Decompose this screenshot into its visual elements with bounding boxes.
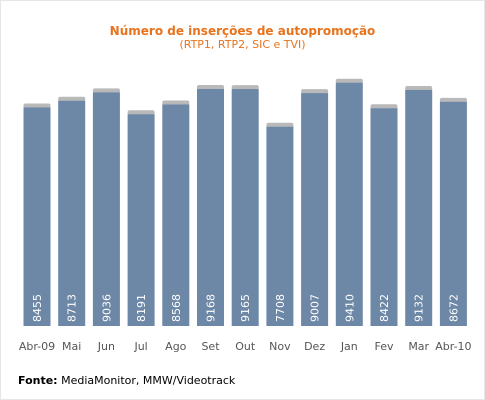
- bar-value-label-3: 8191: [135, 294, 148, 322]
- x-tick-label-8: Dez: [304, 340, 325, 353]
- bar-cap-9: [335, 78, 363, 84]
- bar-value-label-8: 9007: [309, 294, 322, 322]
- bar-value-label-7: 7708: [274, 294, 287, 322]
- x-tick-label-7: Nov: [269, 340, 291, 353]
- x-tick-label-4: Ago: [165, 340, 187, 353]
- bar-5: [197, 89, 224, 326]
- bar-0: [23, 107, 51, 326]
- x-tick-label-1: Mai: [62, 340, 81, 353]
- bar-value-label-1: 8713: [66, 294, 79, 322]
- bar-10: [370, 108, 398, 327]
- bar-9: [335, 82, 363, 327]
- bar-cap-7: [266, 122, 294, 128]
- bar-2: [92, 92, 120, 326]
- bar-value-label-6: 9165: [239, 294, 252, 322]
- bar-cap-0: [23, 103, 51, 109]
- bar-value-label-12: 8672: [447, 294, 460, 322]
- bar-cap-5: [197, 85, 224, 91]
- bar-cap-3: [127, 110, 155, 116]
- x-tick-label-9: Jan: [340, 340, 358, 353]
- bar-cap-12: [439, 97, 467, 103]
- chart-subtitle: (RTP1, RTP2, SIC e TVI): [179, 38, 306, 51]
- bar-cap-11: [405, 85, 433, 91]
- x-tick-label-3: Jul: [133, 340, 147, 353]
- x-tick-label-10: Fev: [374, 340, 393, 353]
- bar-value-label-10: 8422: [378, 294, 391, 322]
- bar-7: [266, 126, 294, 326]
- bar-3: [127, 114, 155, 326]
- bar-cap-8: [301, 89, 329, 95]
- bar-cap-4: [162, 100, 190, 106]
- x-tick-label-2: Jun: [97, 340, 115, 353]
- source-label: Fonte:: [18, 374, 58, 387]
- bar-value-label-0: 8455: [31, 294, 44, 322]
- x-tick-label-6: Out: [235, 340, 256, 353]
- bar-4: [162, 104, 190, 326]
- bar-value-label-9: 9410: [343, 294, 356, 322]
- x-tick-label-0: Abr-09: [19, 340, 55, 353]
- bar-value-label-11: 9132: [413, 294, 426, 322]
- chart-title: Número de inserções de autopromoção: [109, 24, 376, 38]
- source-note: Fonte: MediaMonitor, MMW/Videotrack: [18, 374, 235, 387]
- bar-value-label-2: 9036: [100, 294, 113, 322]
- bar-cap-6: [231, 85, 259, 91]
- bar-value-label-4: 8568: [170, 294, 183, 322]
- bar-8: [301, 93, 329, 326]
- x-tick-label-5: Set: [201, 340, 220, 353]
- bar-cap-10: [370, 104, 398, 110]
- x-tick-label-11: Mar: [408, 340, 429, 353]
- x-tick-label-12: Abr-10: [435, 340, 471, 353]
- bar-cap-2: [92, 88, 120, 94]
- source-text: MediaMonitor, MMW/Videotrack: [61, 374, 236, 387]
- bar-value-label-5: 9168: [205, 294, 218, 322]
- bar-6: [231, 89, 259, 326]
- bar-12: [439, 101, 467, 326]
- bar-cap-1: [58, 96, 86, 102]
- bar-11: [405, 89, 433, 326]
- bar-1: [58, 100, 86, 326]
